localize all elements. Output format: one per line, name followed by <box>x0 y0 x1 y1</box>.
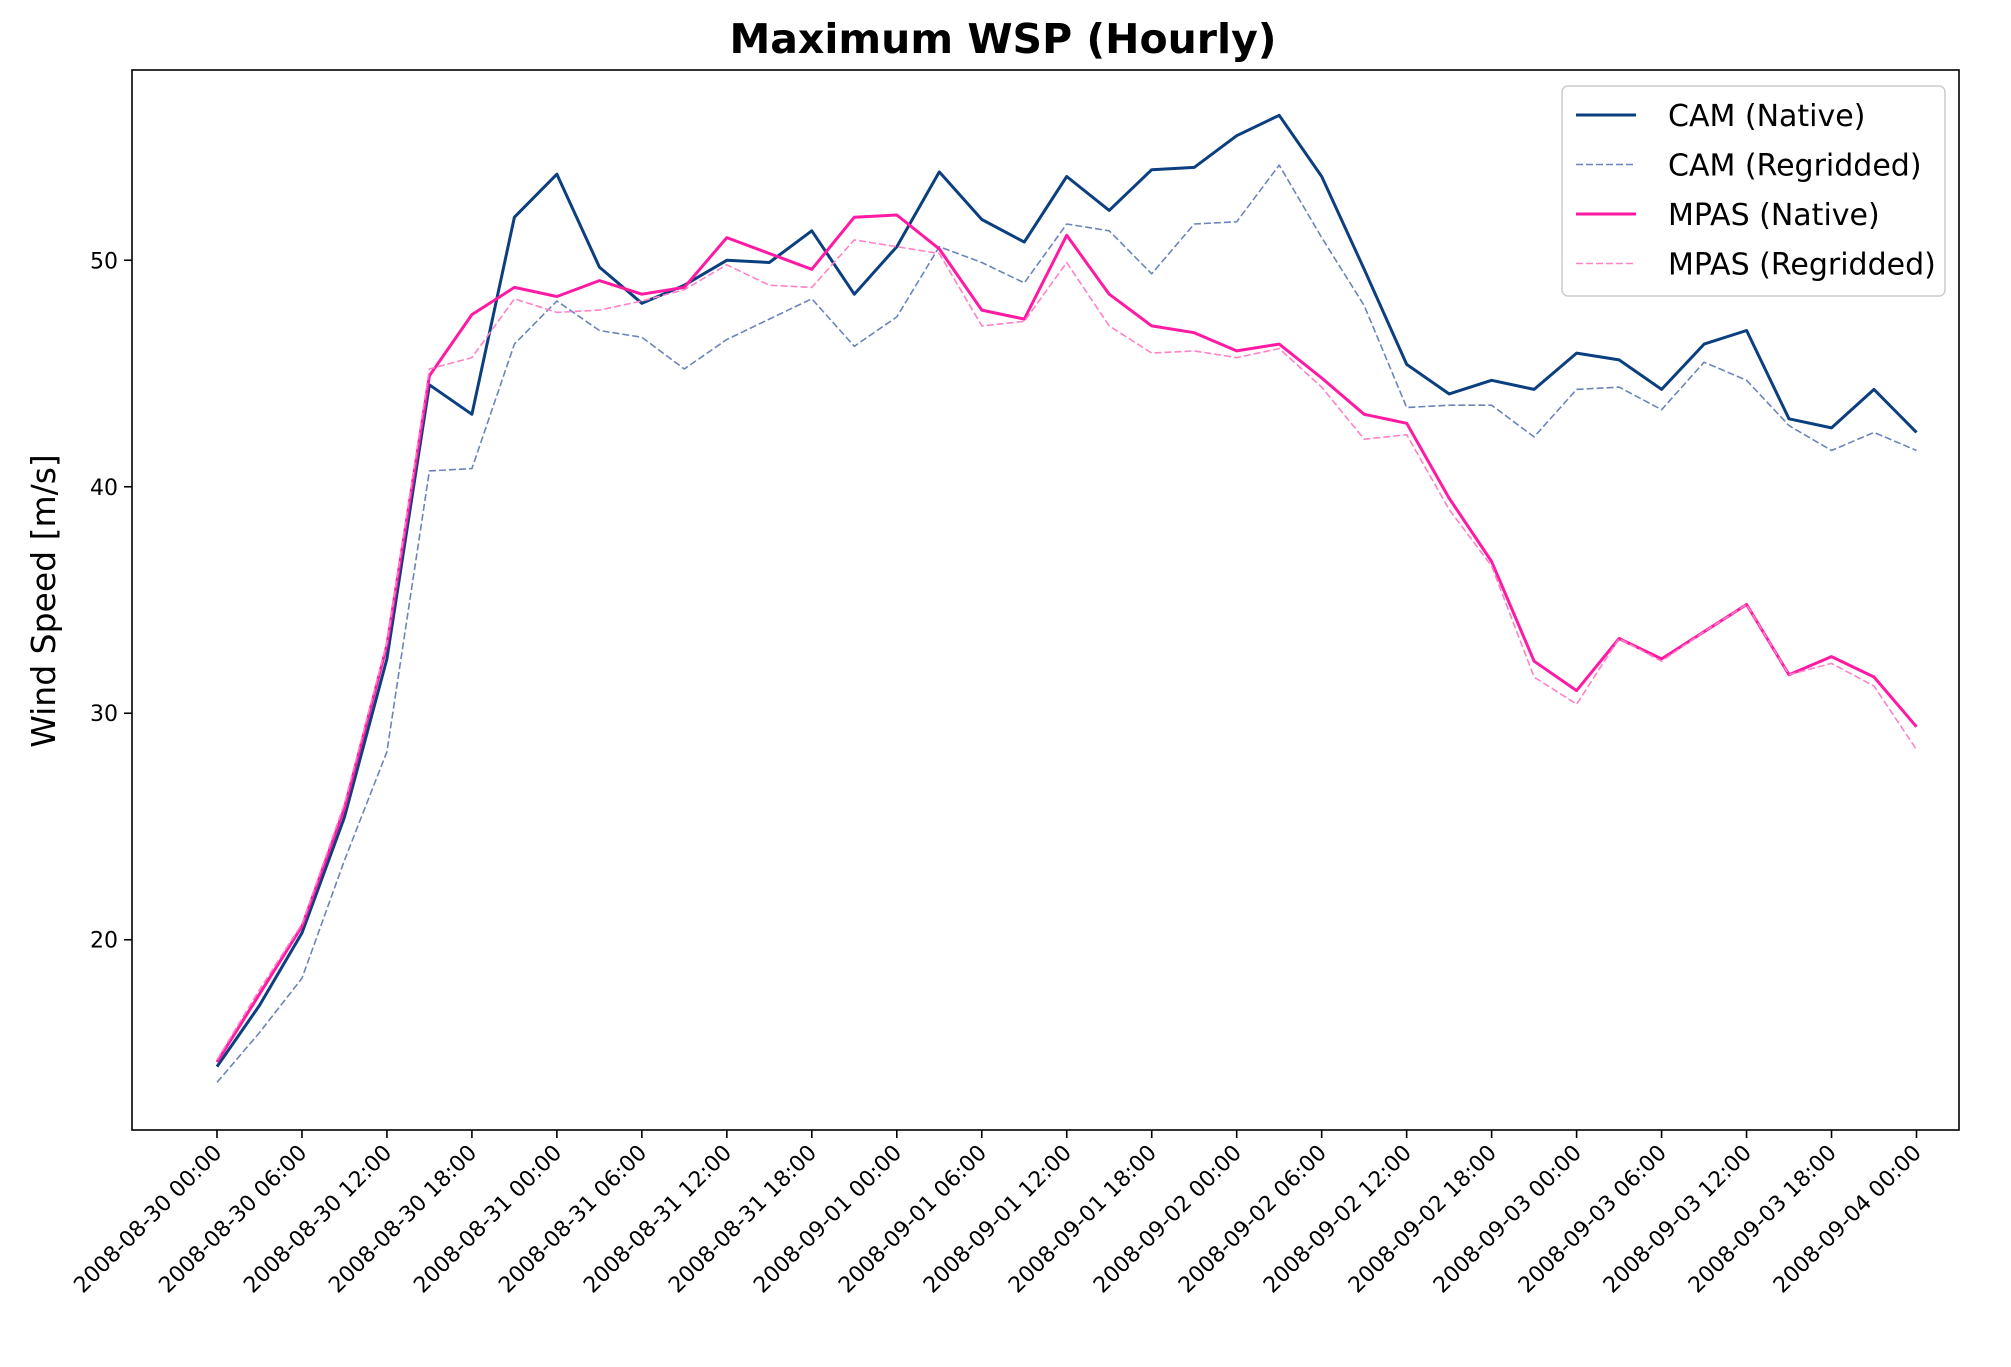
x-tick-label: 2008-08-30 12:00 <box>239 1141 397 1299</box>
x-tick-label: 2008-08-31 06:00 <box>494 1141 652 1299</box>
x-tick-label: 2008-08-31 18:00 <box>664 1141 822 1299</box>
x-tick-label: 2008-09-03 12:00 <box>1599 1141 1757 1299</box>
x-tick-label: 2008-08-30 00:00 <box>69 1141 227 1299</box>
x-tick-label: 2008-09-01 00:00 <box>749 1141 907 1299</box>
x-tick-label: 2008-08-30 18:00 <box>324 1141 482 1299</box>
legend-box <box>1561 85 1946 297</box>
x-tick-label: 2008-09-02 00:00 <box>1089 1141 1247 1299</box>
plot-area <box>215 113 1918 1083</box>
x-tick-label: 2008-09-01 12:00 <box>919 1141 1077 1299</box>
x-tick-label: 2008-09-02 18:00 <box>1344 1141 1502 1299</box>
series-line-3 <box>216 239 1918 1061</box>
x-tick-label: 2008-08-31 12:00 <box>579 1141 737 1299</box>
x-tick-label: 2008-09-02 06:00 <box>1174 1141 1332 1299</box>
legend-label-2: MPAS (Native) <box>1668 198 1880 233</box>
y-tick-label: 20 <box>90 929 118 954</box>
x-tick-label: 2008-09-01 18:00 <box>1004 1141 1162 1299</box>
x-tick-label: 2008-09-03 18:00 <box>1684 1141 1842 1299</box>
chart-title: Maximum WSP (Hourly) <box>729 15 1276 63</box>
y-tick-label: 30 <box>90 702 118 727</box>
x-tick-label: 2008-09-04 00:00 <box>1769 1141 1927 1299</box>
x-tick-label: 2008-08-30 06:00 <box>154 1141 312 1299</box>
x-tick-label: 2008-09-03 06:00 <box>1514 1141 1672 1299</box>
y-axis-label: Wind Speed [m/s] <box>24 454 63 748</box>
legend-label-3: MPAS (Regridded) <box>1668 248 1936 283</box>
series-line-2 <box>215 213 1918 1063</box>
series-line-1 <box>216 164 1917 1083</box>
y-tick-label: 50 <box>90 249 118 274</box>
x-tick-label: 2008-09-03 00:00 <box>1429 1141 1587 1299</box>
legend: CAM (Native) CAM (Regridded) MPAS (Native)… <box>1561 85 1946 297</box>
x-tick-label: 2008-09-02 12:00 <box>1259 1141 1417 1299</box>
legend-label-0: CAM (Native) <box>1668 99 1865 134</box>
x-tick-label: 2008-09-01 06:00 <box>834 1141 992 1299</box>
plot-frame <box>131 69 1960 1131</box>
legend-label-1: CAM (Regridded) <box>1668 149 1922 184</box>
series-line-0 <box>215 113 1918 1068</box>
y-tick-label: 40 <box>90 476 118 501</box>
x-tick-label: 2008-08-31 00:00 <box>409 1141 567 1299</box>
